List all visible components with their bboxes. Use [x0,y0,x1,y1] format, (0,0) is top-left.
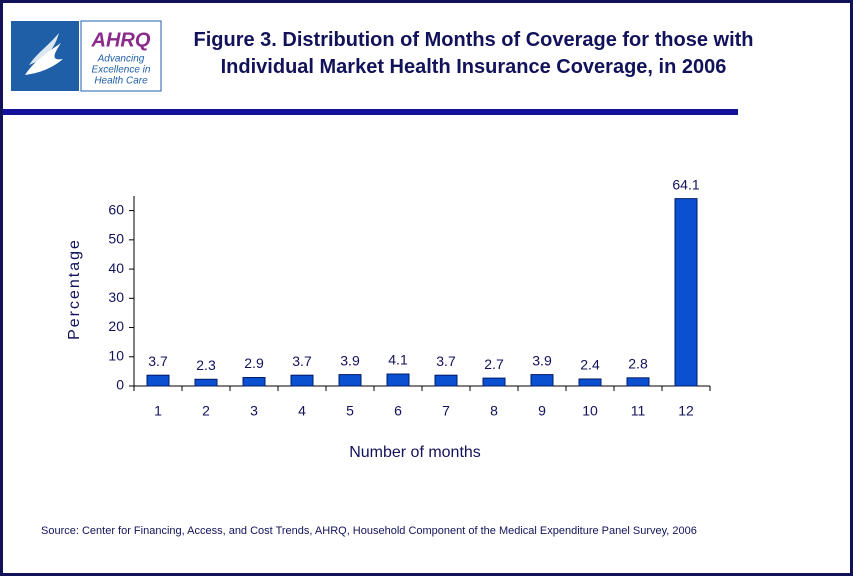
x-tick-label: 5 [346,403,354,419]
logo-name: AHRQ [91,29,151,51]
x-tick-label: 4 [298,403,306,419]
bar [146,374,170,387]
bar [338,374,362,387]
x-tick-label: 9 [538,403,546,419]
value-label: 4.1 [388,352,408,368]
logo-tagline: Health Care [94,76,148,87]
x-tick-label: 10 [582,403,598,419]
y-tick-label: 10 [108,347,124,363]
eagle [25,43,63,75]
bar [194,378,218,387]
ahrq-box [80,20,162,92]
y-tick-label: 20 [108,318,124,334]
bar [290,374,314,387]
source-note: Source: Center for Financing, Access, an… [41,525,697,537]
bar [386,373,410,387]
value-label: 2.3 [196,357,216,373]
value-label: 2.8 [628,356,648,372]
bar [434,374,458,387]
x-axis-label: Number of months [349,444,481,461]
value-label: 3.7 [436,353,456,369]
bar [578,378,602,387]
value-label: 2.7 [484,356,504,372]
x-tick-label: 7 [442,403,450,419]
value-label: 3.7 [292,353,312,369]
y-tick-label: 60 [108,201,124,217]
bar [242,377,266,387]
value-label: 2.9 [244,355,264,371]
x-tick-label: 3 [250,403,258,419]
bar [674,198,698,387]
x-tick-label: 6 [394,403,402,419]
x-tick-label: 8 [490,403,498,419]
y-tick-label: 30 [108,289,124,305]
bar [530,374,554,387]
bar [626,377,650,387]
value-label: 3.7 [148,353,168,369]
x-tick-label: 12 [678,403,694,419]
value-label: 2.4 [580,357,600,373]
value-label: 64.1 [672,176,699,192]
logo: AHRQ Advancing Excellence in Health Care [11,20,162,92]
x-tick-label: 11 [631,403,646,419]
logo-tagline: Excellence in [92,65,151,76]
x-tick-label: 2 [202,403,210,419]
eagle [29,33,59,65]
y-tick-label: 0 [116,377,124,393]
value-label: 3.9 [340,352,360,368]
logo-tagline: Advancing [97,54,145,65]
bar [482,377,506,387]
y-axis-label: Percentage [66,238,83,340]
header-rule [3,109,738,115]
chart-title: Figure 3. Distribution of Months of Cove… [193,29,754,78]
chart: AHRQ Advancing Excellence in Health Care… [3,20,738,537]
x-tick-label: 1 [154,403,162,419]
y-tick-label: 50 [108,231,124,247]
value-label: 3.9 [532,352,552,368]
y-tick-label: 40 [108,260,124,276]
